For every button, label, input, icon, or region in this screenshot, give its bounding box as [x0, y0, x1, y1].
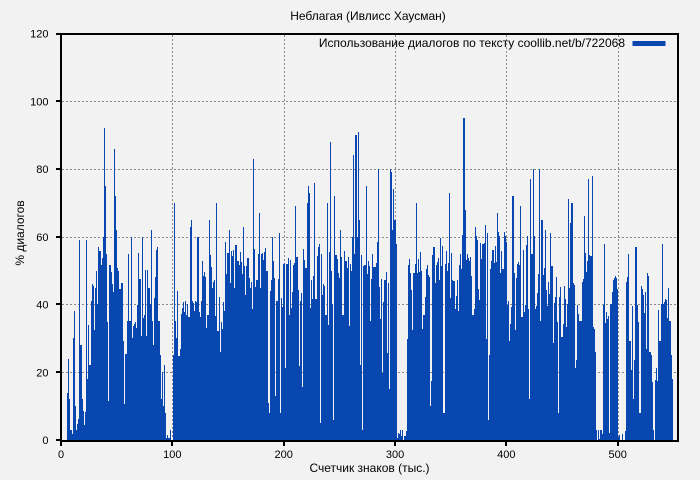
svg-text:0: 0: [42, 435, 48, 447]
svg-text:0: 0: [58, 449, 64, 461]
svg-text:100: 100: [163, 449, 181, 461]
svg-text:60: 60: [36, 232, 48, 244]
svg-text:Неблагая (Ивлисс Хаусман): Неблагая (Ивлисс Хаусман): [290, 9, 446, 23]
svg-text:400: 400: [497, 449, 515, 461]
svg-text:% диалогов: % диалогов: [13, 200, 27, 265]
svg-text:Использование диалогов по текс: Использование диалогов по тексту coollib…: [319, 36, 625, 50]
svg-text:200: 200: [275, 449, 293, 461]
svg-text:500: 500: [609, 449, 627, 461]
svg-text:Счетчик знаков (тыс.): Счетчик знаков (тыс.): [309, 461, 429, 475]
svg-text:100: 100: [30, 96, 48, 108]
svg-text:120: 120: [30, 29, 48, 41]
svg-text:300: 300: [386, 449, 404, 461]
svg-text:80: 80: [36, 164, 48, 176]
svg-text:20: 20: [36, 367, 48, 379]
svg-text:40: 40: [36, 300, 48, 312]
